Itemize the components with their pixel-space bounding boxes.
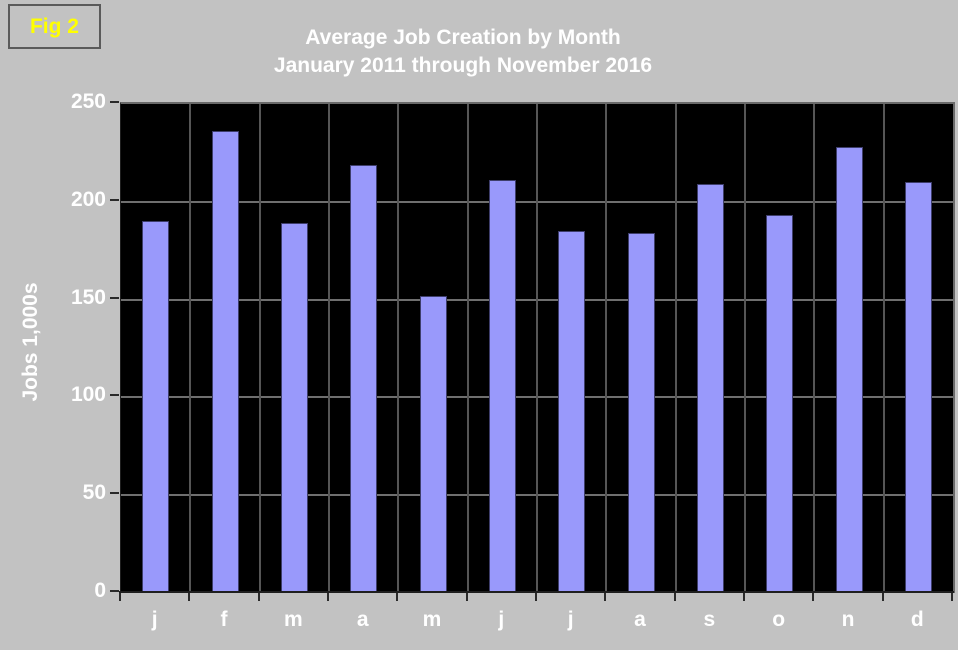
y-tick-label: 100 [70,383,106,407]
x-tick-label: f [220,608,228,631]
x-axis-tick [396,593,399,601]
x-tick-label: o [772,608,786,631]
x-axis-tick [257,593,260,601]
x-axis-tick [743,593,745,601]
y-axis-tick [110,198,119,201]
bar [766,215,794,593]
gridline-vertical [466,104,469,593]
x-tick-label: d [910,608,924,631]
bar [419,296,447,593]
x-axis-line [119,591,954,593]
x-tick-label: j [498,608,505,631]
x-tick-label: j [151,608,158,631]
x-tick-label: m [422,608,442,631]
x-tick-label: a [634,608,646,631]
gridline-vertical [328,104,330,593]
x-axis-tick [812,593,815,601]
y-axis-tick [110,590,119,592]
gridline-vertical [536,104,538,593]
bar [488,180,516,593]
x-tick-label: a [356,608,369,631]
x-tick-label: s [703,608,716,631]
gridline-vertical [258,104,261,593]
y-tick-label: 0 [94,579,106,602]
x-axis-tick [673,593,676,601]
figure-label: Fig 2 [29,14,79,38]
y-tick-label: 150 [70,285,106,309]
bar [280,223,308,593]
gridline-vertical [744,104,746,593]
bar [142,221,170,593]
x-axis-tick [327,593,329,601]
y-tick-label: 200 [70,187,106,211]
y-tick-label: 50 [82,481,106,505]
x-axis-tick [465,593,468,601]
bar [904,182,932,593]
gridline-vertical [189,104,192,593]
y-axis-title: Jobs 1,000s [19,282,42,402]
plot-area [120,102,955,593]
x-axis-tick [188,593,191,601]
bar [558,231,586,593]
figure-label-badge: Fig 2 [8,4,101,49]
y-axis-tick [110,101,119,103]
chart-title-line1: Average Job Creation by Month [305,26,621,49]
y-axis-tick [110,394,119,397]
bar [627,233,655,593]
gridline-vertical [882,104,885,593]
gridline-vertical [813,104,816,593]
x-tick-label: j [567,608,574,631]
y-axis-tick [110,492,119,495]
x-axis-tick [951,593,953,601]
x-tick-label: n [841,608,855,631]
bar [696,184,724,593]
gridline-vertical [674,104,677,593]
gridline-vertical [397,104,400,593]
x-axis-tick [535,593,537,601]
chart-title: Average Job Creation by Month January 20… [0,24,926,80]
bar [835,147,863,593]
gridline-vertical [605,104,608,593]
bar [211,131,239,593]
x-axis-tick [119,593,121,601]
bar [350,165,378,593]
y-tick-label: 250 [70,90,106,113]
x-axis-tick [604,593,607,601]
x-tick-label: m [283,608,303,631]
x-axis-tick [881,593,884,601]
chart-title-line2: January 2011 through November 2016 [273,54,653,77]
y-axis-tick [110,296,119,299]
